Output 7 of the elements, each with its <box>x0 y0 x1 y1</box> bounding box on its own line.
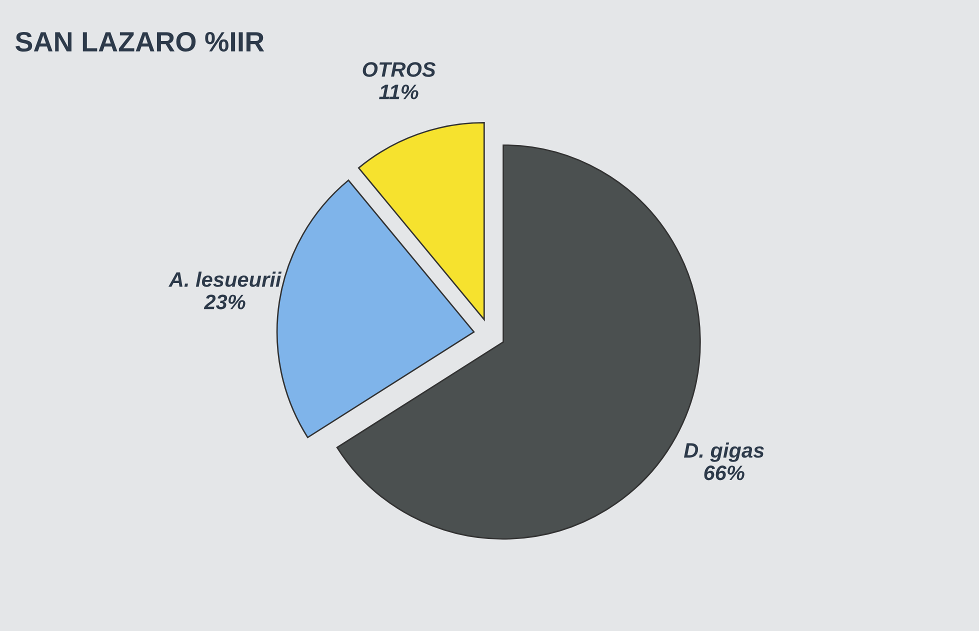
chart-title: SAN LAZARO %IIR <box>15 32 264 52</box>
data-label: 11% <box>379 84 418 100</box>
slice-label: OTROS <box>362 62 436 77</box>
data-label: 23% <box>204 294 246 310</box>
data-label: 66% <box>704 465 744 480</box>
slice-label: A. lesueurii <box>168 272 282 287</box>
slice-label: D. gigas <box>684 442 764 462</box>
